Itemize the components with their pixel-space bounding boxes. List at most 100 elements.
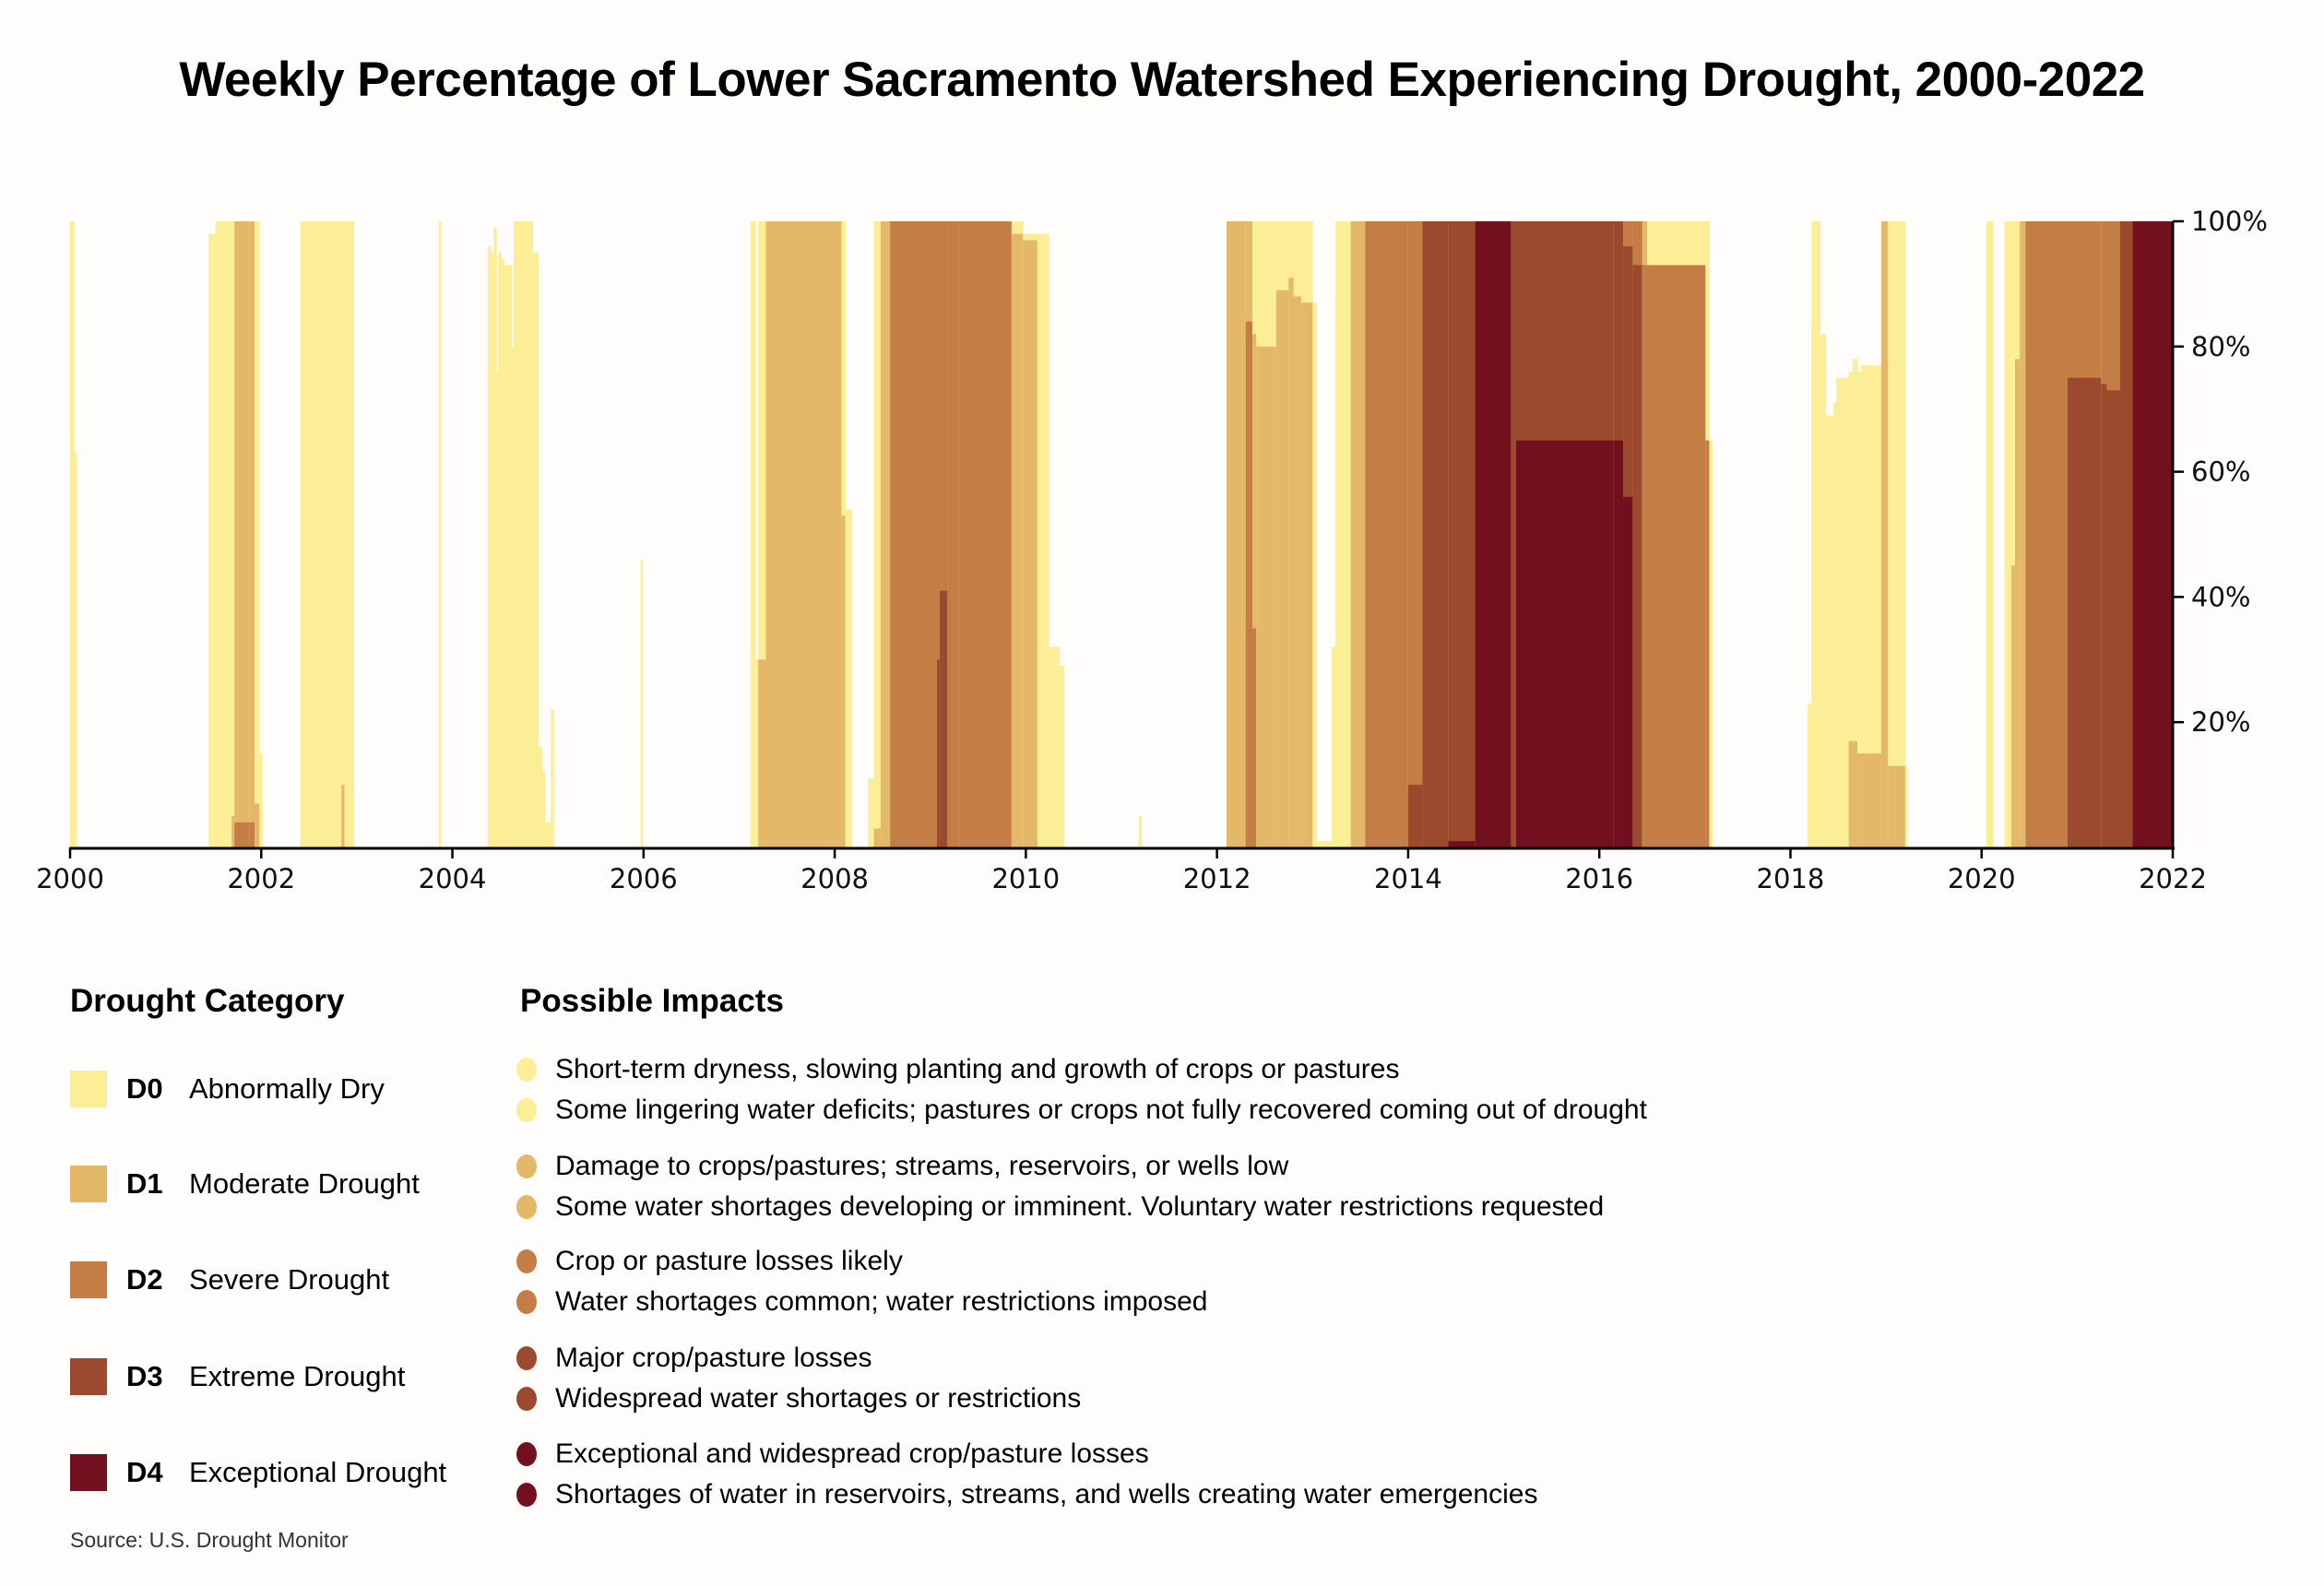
bar-d2 [940, 221, 948, 847]
y-tick-label: 100% [2191, 206, 2268, 237]
impact-item-d4: Exceptional and widespread crop/pasture … [516, 1438, 1149, 1471]
bar-d2 [1642, 265, 1648, 847]
bullet-dot-icon [516, 1195, 537, 1219]
bar-d1 [2020, 221, 2026, 847]
bar-d0 [74, 453, 77, 847]
legend-label: Extreme Drought [189, 1360, 406, 1392]
bar-d0 [1857, 371, 1862, 848]
x-tick-label: 2012 [1183, 863, 1251, 894]
bar-d2 [234, 822, 251, 847]
bar-d1 [1023, 240, 1038, 847]
legend-item-d0: D0 Abnormally Dry [70, 1071, 385, 1107]
bar-d0 [255, 221, 260, 847]
bar-d0 [750, 221, 756, 847]
bar-d2 [249, 822, 255, 847]
legend-label: Abnormally Dry [189, 1072, 385, 1105]
x-tick-label: 2002 [227, 863, 295, 894]
bar-d1 [1251, 334, 1257, 848]
bar-d3 [1448, 221, 1476, 847]
bar-d2 [1705, 440, 1710, 847]
x-tick-label: 2020 [1948, 863, 2016, 894]
bullet-dot-icon [516, 1483, 537, 1507]
x-tick-label: 2014 [1374, 863, 1442, 894]
bar-d0 [215, 221, 232, 847]
bullet-dot-icon [516, 1387, 537, 1411]
bar-d1 [841, 515, 846, 847]
legend-code: D4 [126, 1456, 163, 1488]
bar-d0 [1852, 359, 1858, 847]
x-tick-label: 2018 [1757, 863, 1825, 894]
bar-d0 [1820, 334, 1827, 848]
bar-d0 [1904, 765, 1908, 847]
x-tick-label: 2008 [800, 863, 869, 894]
bar-d2 [890, 221, 938, 847]
bar-d2 [1251, 628, 1257, 847]
axes: 2000 2002 2004 2006 2008 2010 2012 2014 2016 2018… [36, 206, 2268, 894]
bar-d1 [1350, 221, 1366, 847]
bar-d3 [2120, 221, 2133, 847]
bar-d0 [1986, 221, 1994, 847]
legend-label: Exceptional Drought [189, 1456, 447, 1488]
bar-d1 [1888, 765, 1895, 847]
bar-d1 [1227, 221, 1247, 847]
bullet-dot-icon [516, 1346, 537, 1370]
bar-d3 [1422, 221, 1449, 847]
bar-d0 [511, 346, 515, 847]
legend-swatch [70, 1071, 107, 1107]
legend-code: D1 [126, 1167, 163, 1200]
x-tick-label: 2004 [419, 863, 487, 894]
legend-label: Severe Drought [189, 1263, 390, 1296]
legend-swatch [70, 1454, 107, 1491]
bar-d2 [1365, 221, 1409, 847]
bar-d0 [1332, 646, 1336, 847]
bar-d3 [1511, 221, 1517, 847]
chart-title: Weekly Percentage of Lower Sacramento Wa… [179, 53, 2145, 107]
impact-item-d1: Some water shortages developing or immin… [516, 1190, 1604, 1224]
bar-d3 [1407, 785, 1423, 847]
bar-d2 [936, 221, 941, 847]
bar-d1 [758, 659, 766, 847]
bar-d1 [234, 221, 251, 847]
bar-d0 [532, 252, 540, 847]
bullet-dot-icon [516, 1442, 537, 1466]
bullet-dot-icon [516, 1154, 537, 1178]
bullet-dot-icon [516, 1098, 537, 1122]
bar-d0 [551, 709, 554, 847]
bar-d1 [341, 785, 345, 847]
impact-item-d2: Crop or pasture losses likely [516, 1245, 903, 1278]
legend-item-d2: D2 Severe Drought [70, 1261, 389, 1298]
y-tick-label: 40% [2191, 581, 2250, 612]
x-tick-label: 2000 [36, 863, 104, 894]
bar-d0 [1335, 221, 1352, 847]
bar-d1 [1256, 346, 1277, 847]
bar-d3 [2106, 390, 2121, 847]
legend-swatch [70, 1358, 107, 1395]
bar-d0 [1037, 233, 1049, 847]
bar-d0 [758, 221, 766, 847]
bullet-dot-icon [516, 1058, 537, 1082]
impact-item-d3: Major crop/pasture losses [516, 1342, 872, 1375]
bar-d0 [538, 747, 543, 847]
bar-d0 [1312, 302, 1317, 847]
bar-d0 [493, 227, 497, 848]
bar-d0 [2010, 221, 2016, 847]
impact-text: Damage to crops/pastures; streams, reser… [555, 1151, 1289, 1181]
bar-d0 [1138, 816, 1143, 847]
x-tick-label: 2010 [991, 863, 1060, 894]
bar-d0 [439, 221, 442, 847]
bar-d2 [1647, 265, 1706, 847]
impact-item-d2: Water shortages common; water restrictio… [516, 1285, 1207, 1319]
bar-d0 [755, 659, 759, 847]
drought-chart: 2000 2002 2004 2006 2008 2010 2012 2014 2016 2018… [36, 206, 2268, 894]
legend-code: D3 [126, 1360, 163, 1392]
impact-item-d0: Short-term dryness, slowing planting and… [516, 1053, 1399, 1086]
impact-text: Shortages of water in reservoirs, stream… [555, 1479, 1538, 1509]
bar-d1 [1848, 740, 1854, 847]
bar-d1 [249, 221, 255, 847]
bar-d0 [1848, 371, 1854, 848]
bar-d0 [2004, 221, 2012, 847]
y-tick-label: 60% [2191, 456, 2250, 488]
impact-item-d1: Damage to crops/pastures; streams, reser… [516, 1150, 1288, 1183]
bar-d0 [1059, 666, 1065, 847]
bar-d1 [873, 828, 882, 847]
